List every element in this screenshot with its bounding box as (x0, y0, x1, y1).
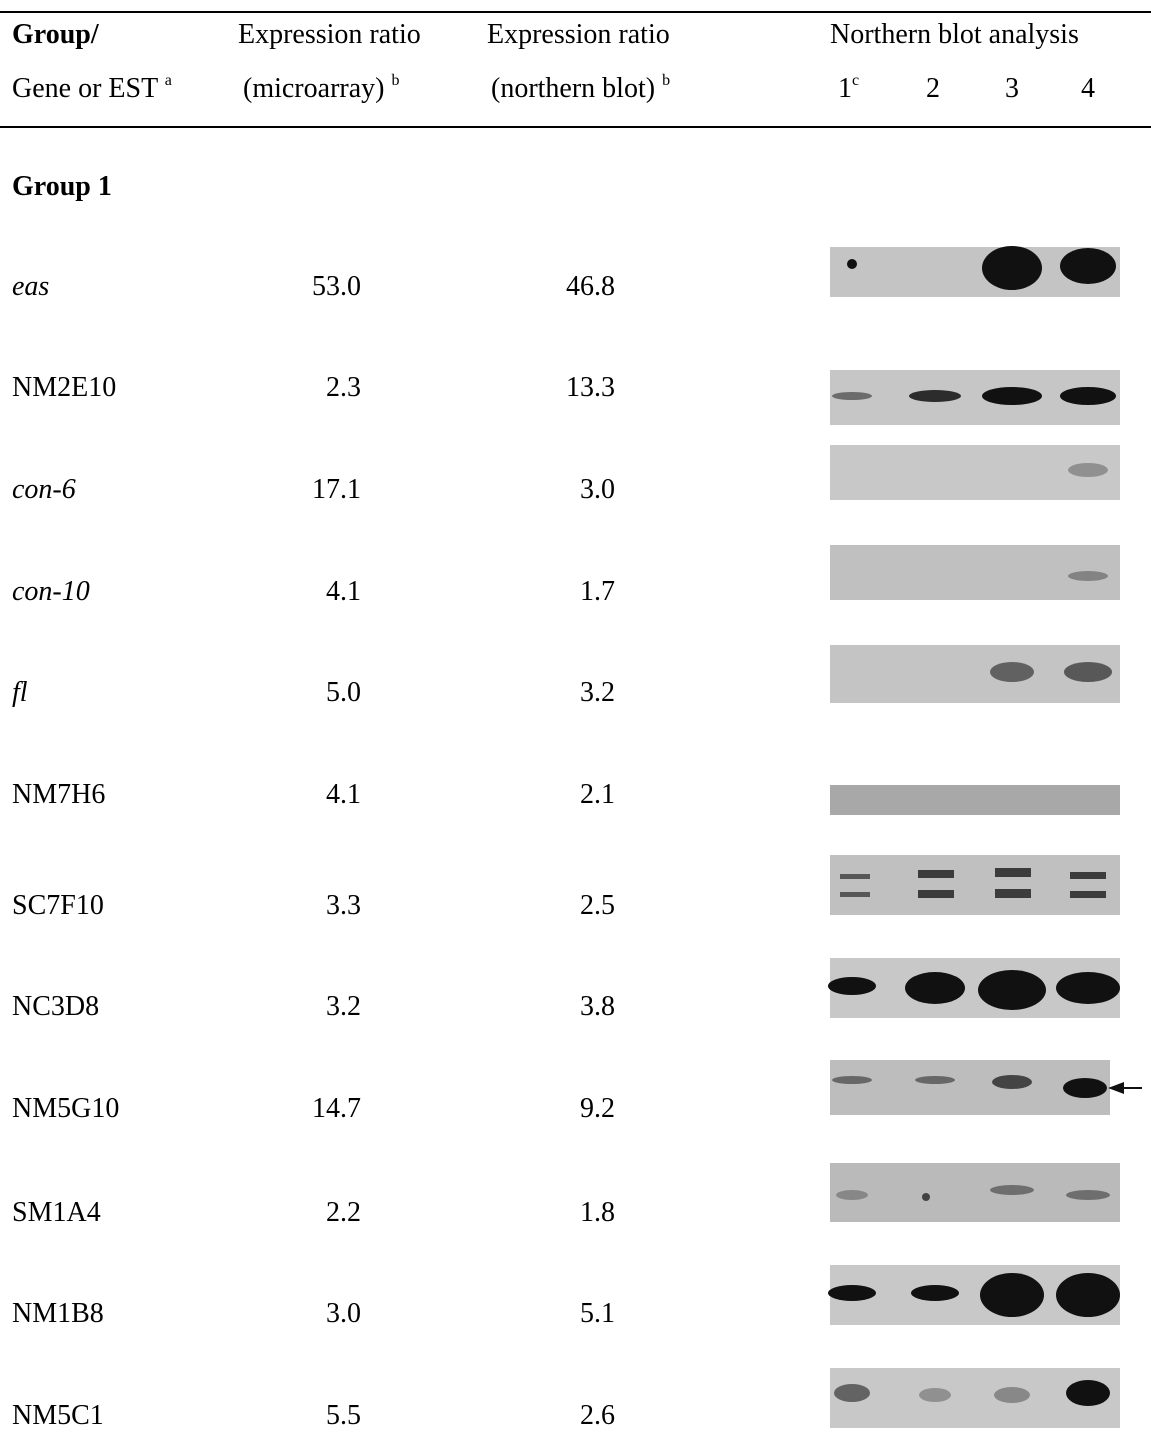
page: Group/ Expression ratio Expression ratio… (0, 0, 1151, 1428)
blot-images (0, 0, 1151, 1428)
blots (828, 246, 1142, 1428)
